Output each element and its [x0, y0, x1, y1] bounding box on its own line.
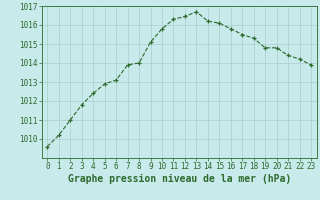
X-axis label: Graphe pression niveau de la mer (hPa): Graphe pression niveau de la mer (hPa)	[68, 174, 291, 184]
